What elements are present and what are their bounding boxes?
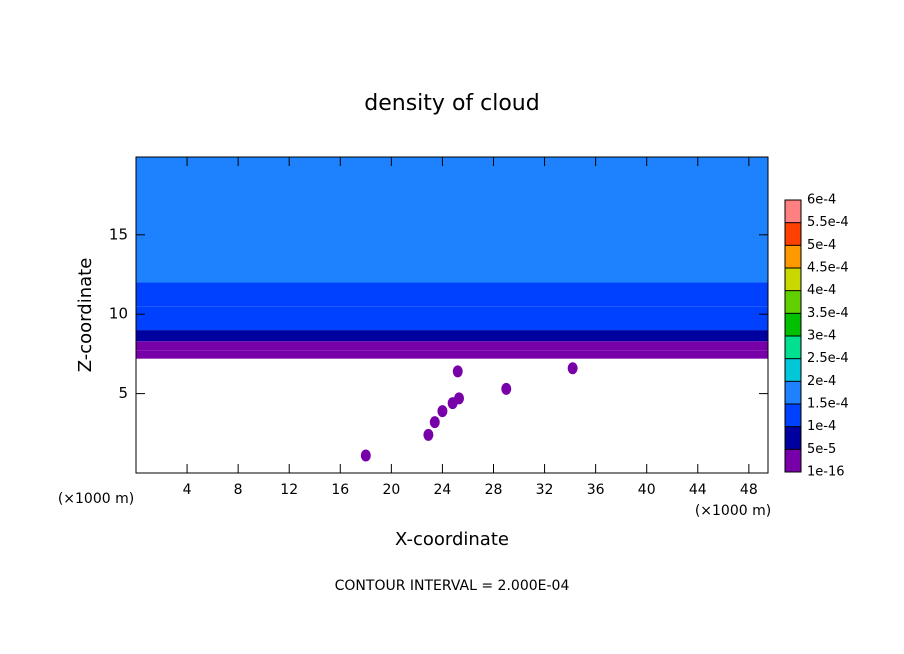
- colorbar-swatch: [785, 404, 801, 427]
- colorbar-swatch: [785, 358, 801, 382]
- colorbar-swatch: [785, 381, 801, 404]
- plot-frame: [135, 156, 769, 474]
- colorbar-label: 1.5e-4: [807, 397, 849, 412]
- contour-patch: [429, 416, 440, 429]
- x-tick-label: 32: [536, 482, 554, 498]
- chart-title: density of cloud: [364, 91, 539, 116]
- contour-patch: [423, 428, 434, 441]
- colorbar-swatch: [785, 200, 801, 223]
- x-unit-label: (×1000 m): [58, 491, 134, 507]
- colorbar-label: 4.5e-4: [807, 261, 849, 276]
- x-tick-label: 28: [485, 482, 503, 498]
- x-tick-label: 8: [234, 482, 243, 498]
- contour-patch: [437, 405, 448, 418]
- y-tick-label: 15: [109, 225, 128, 243]
- contour-patch: [567, 362, 578, 375]
- colorbar-label: 1e-4: [807, 419, 836, 434]
- x-tick-label: 12: [280, 482, 298, 498]
- contour-band: [136, 306, 768, 331]
- contour-patch: [501, 382, 512, 395]
- contour-band: [136, 282, 768, 307]
- colorbar-swatch: [785, 426, 801, 450]
- x-unit-label: (×1000 m): [695, 503, 771, 519]
- colorbar-label: 2.5e-4: [807, 351, 849, 366]
- x-tick-label: 44: [689, 482, 707, 498]
- x-tick-label: 48: [740, 482, 758, 498]
- colorbar-swatch: [785, 336, 801, 359]
- colorbar-label: 1e-16: [807, 465, 845, 480]
- contour-band: [136, 157, 768, 283]
- colorbar-label: 3.5e-4: [807, 306, 849, 321]
- y-tick-label: 10: [109, 305, 128, 323]
- colorbar-swatch: [785, 222, 801, 246]
- colorbar-label: 2e-4: [807, 374, 836, 389]
- x-tick-label: 16: [331, 482, 349, 498]
- colorbar-swatch: [785, 449, 801, 472]
- y-tick-label: 5: [118, 384, 128, 402]
- contour-band: [136, 350, 768, 359]
- colorbar-label: 5e-5: [807, 442, 836, 457]
- x-tick-label: 36: [587, 482, 605, 498]
- footer-note: CONTOUR INTERVAL = 2.000E-04: [335, 578, 570, 594]
- colorbar-label: 3e-4: [807, 329, 836, 344]
- colorbar-swatch: [785, 290, 801, 314]
- colorbar-label: 5e-4: [807, 238, 836, 253]
- x-axis-label: X-coordinate: [395, 529, 509, 550]
- colorbar-label: 4e-4: [807, 283, 836, 298]
- x-tick-label: 4: [183, 482, 192, 498]
- colorbar-swatch: [785, 245, 801, 268]
- colorbar-label: 5.5e-4: [807, 215, 849, 230]
- colorbar-swatch: [785, 313, 801, 336]
- colorbar-label: 6e-4: [807, 193, 836, 208]
- contour-patch: [452, 365, 463, 378]
- contour-band: [136, 330, 768, 342]
- x-tick-label: 24: [434, 482, 452, 498]
- x-tick-label: 20: [382, 482, 400, 498]
- y-axis-label: Z-coordinate: [75, 258, 96, 373]
- colorbar-swatch: [785, 268, 801, 291]
- contour-band: [136, 341, 768, 351]
- contour-patch: [454, 392, 465, 405]
- x-tick-label: 40: [638, 482, 656, 498]
- contour-patch: [360, 449, 371, 462]
